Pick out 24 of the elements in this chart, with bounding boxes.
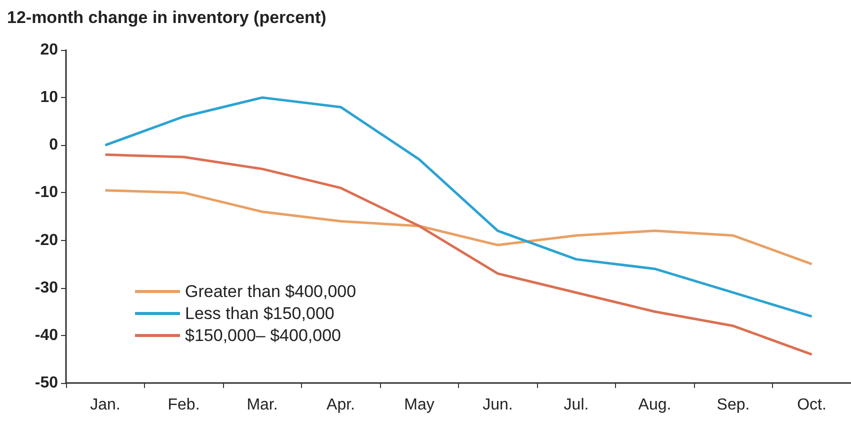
y-tick-label: 0 xyxy=(49,136,58,154)
x-tick-label: Mar. xyxy=(246,396,278,414)
x-tick-label: Aug. xyxy=(638,396,672,414)
x-tick-label: Apr. xyxy=(326,396,355,414)
y-tick-label: -10 xyxy=(34,184,58,202)
x-tick-label: Jul. xyxy=(564,396,589,414)
line-series xyxy=(104,189,813,266)
x-tick-label: Jun. xyxy=(482,396,513,414)
legend-label: Less than $150,000 xyxy=(185,304,334,323)
x-tick-label: Jan. xyxy=(90,396,120,414)
y-axis-title: 12-month change in inventory (percent) xyxy=(7,8,326,27)
line-series xyxy=(104,153,813,356)
y-tick-label: -50 xyxy=(34,374,58,392)
legend-label: Greater than $400,000 xyxy=(185,282,356,301)
x-tick-label: Sep. xyxy=(716,396,750,414)
y-tick-label: 20 xyxy=(40,42,58,58)
legend-label: $150,000– $400,000 xyxy=(185,326,341,345)
x-tick-label: Oct. xyxy=(797,396,826,414)
y-tick-label: -30 xyxy=(34,279,58,296)
y-tick-label: -20 xyxy=(34,232,58,249)
x-tick-label: Feb. xyxy=(168,396,200,414)
x-tick-label: May xyxy=(404,396,434,414)
y-tick-label: -40 xyxy=(34,326,58,344)
y-tick-label: 10 xyxy=(40,89,58,106)
